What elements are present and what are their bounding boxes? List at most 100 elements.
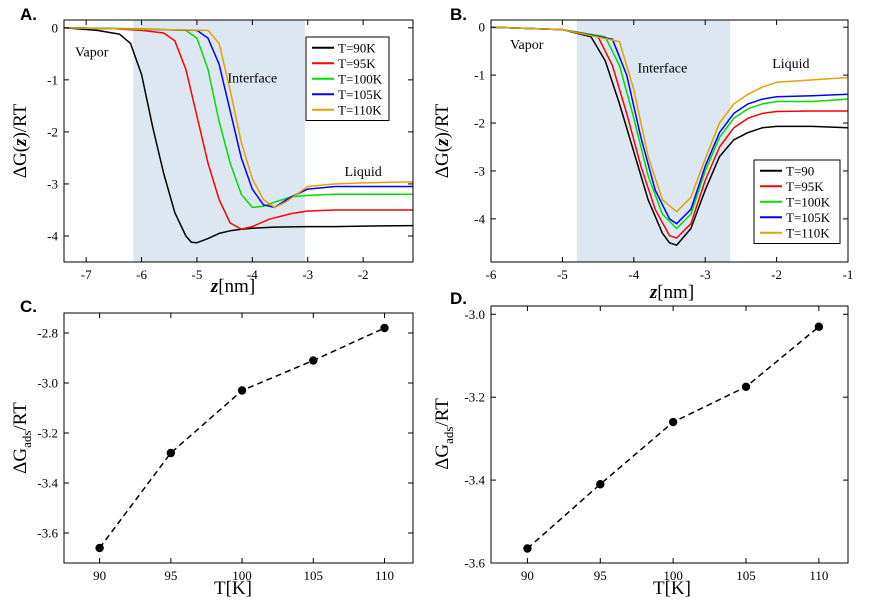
- series-line-5: [491, 26, 848, 213]
- y-tick-label: -3.0: [37, 376, 58, 391]
- legend-label: T=100K: [786, 194, 831, 209]
- y-axis-suffix: )/RT: [10, 103, 31, 138]
- y-tick-label: -1: [474, 68, 485, 83]
- region-annotation: Liquid: [772, 57, 809, 72]
- x-tick-label: -2: [358, 267, 369, 282]
- series-line-1: [64, 27, 413, 244]
- x-axis-label: z[nm]: [649, 282, 694, 303]
- legend-label: T=100K: [338, 71, 383, 86]
- series-line-5: [64, 27, 413, 209]
- x-tick-label: 100: [232, 568, 252, 583]
- data-point: [237, 386, 247, 395]
- region-annotation: Vapor: [510, 38, 544, 53]
- y-tick-label: -4: [47, 228, 58, 243]
- x-tick-label: 100: [663, 568, 683, 583]
- series-line-3: [491, 26, 848, 230]
- x-tick-label: -5: [192, 267, 203, 282]
- plot-frame: [63, 312, 414, 564]
- y-axis-main: ΔG: [10, 448, 31, 474]
- plot-frame: [63, 19, 414, 263]
- x-tick-label: -2: [771, 267, 782, 282]
- plot-frame: [490, 19, 849, 263]
- x-tick-label: -7: [81, 267, 92, 282]
- y-axis-suffix: /RT: [432, 398, 453, 427]
- x-tick-label: 110: [809, 568, 828, 583]
- y-axis-main: ΔG: [432, 444, 453, 470]
- series-line-2: [64, 27, 413, 230]
- x-tick-label: -5: [557, 267, 568, 282]
- data-point: [95, 543, 104, 553]
- interface-shading: [133, 20, 305, 262]
- panel-tag: B.: [450, 5, 467, 24]
- x-axis-label: z[nm]: [210, 276, 255, 297]
- dashed-connector: [526, 326, 820, 550]
- x-tick-label: 90: [93, 568, 106, 583]
- x-tick-label: -6: [136, 267, 147, 282]
- x-tick-label: -3: [700, 267, 711, 282]
- y-axis-label: ΔG(z)/RT: [432, 103, 453, 178]
- y-tick-label: -3.0: [464, 307, 485, 322]
- x-axis-variable: z: [210, 276, 219, 297]
- x-tick-label: -3: [302, 267, 313, 282]
- y-axis-prefix: ΔG(: [432, 146, 453, 178]
- legend-label: T=105K: [338, 87, 383, 102]
- x-tick-label: 90: [521, 568, 534, 583]
- y-axis-subscript: ads: [441, 427, 456, 444]
- y-tick-label: -3: [474, 163, 485, 178]
- x-tick-label: 95: [164, 568, 177, 583]
- x-axis-unit: [nm]: [218, 276, 255, 297]
- legend-label: T=110K: [338, 102, 382, 117]
- x-tick-label: 105: [736, 568, 756, 583]
- x-tick-label: 110: [375, 568, 394, 583]
- y-tick-label: 0: [52, 20, 59, 35]
- x-tick-label: 95: [594, 568, 607, 583]
- x-axis-label: T[K]: [653, 578, 691, 599]
- data-point: [596, 480, 605, 489]
- series-line-3: [64, 27, 413, 209]
- y-axis-suffix: /RT: [10, 402, 31, 431]
- x-tick-label: -1: [843, 267, 854, 282]
- y-axis-variable: z: [10, 138, 31, 147]
- y-tick-label: -3.2: [464, 390, 485, 405]
- dashed-connector: [98, 327, 385, 549]
- y-tick-label: -3.6: [464, 556, 485, 571]
- panel-tag: A.: [20, 5, 37, 24]
- y-axis-suffix: )/RT: [432, 103, 453, 138]
- data-point: [814, 322, 824, 331]
- y-tick-label: -3.2: [37, 426, 58, 441]
- region-annotation: Interface: [227, 71, 277, 86]
- y-axis-prefix: ΔG(: [10, 146, 31, 178]
- y-tick-label: -3.6: [37, 526, 58, 541]
- y-axis-label: ΔGads/RT: [10, 402, 34, 474]
- series-line-1: [491, 26, 848, 246]
- data-point: [380, 323, 389, 333]
- x-tick-label: -6: [486, 267, 497, 282]
- data-point: [166, 448, 176, 458]
- y-axis-variable: z: [432, 138, 453, 147]
- y-tick-label: -4: [474, 211, 485, 226]
- data-point: [309, 356, 318, 365]
- x-tick-label: -4: [628, 267, 639, 282]
- y-axis-subscript: ads: [19, 431, 34, 448]
- legend-label: T=95K: [338, 56, 376, 71]
- series-line-4: [491, 26, 848, 225]
- y-tick-label: -1: [47, 72, 58, 87]
- x-tick-label: 105: [304, 568, 324, 583]
- series-line-2: [491, 26, 848, 239]
- interface-shading: [576, 20, 731, 262]
- x-axis-unit: [nm]: [657, 282, 694, 303]
- region-annotation: Liquid: [344, 165, 381, 180]
- y-axis-label: ΔGads/RT: [432, 398, 456, 470]
- legend-label: T=95K: [786, 179, 824, 194]
- legend-label: T=105K: [786, 210, 831, 225]
- y-axis-label: ΔG(z)/RT: [10, 103, 31, 178]
- panel-tag: C.: [20, 297, 37, 316]
- region-annotation: Vapor: [75, 45, 109, 60]
- x-axis-label: T[K]: [214, 578, 252, 599]
- data-point: [741, 382, 751, 392]
- data-point: [523, 544, 532, 553]
- panel-tag: D.: [450, 289, 467, 308]
- y-tick-label: -2: [474, 116, 485, 131]
- legend-label: T=110K: [786, 225, 830, 240]
- y-tick-label: -3: [47, 176, 58, 191]
